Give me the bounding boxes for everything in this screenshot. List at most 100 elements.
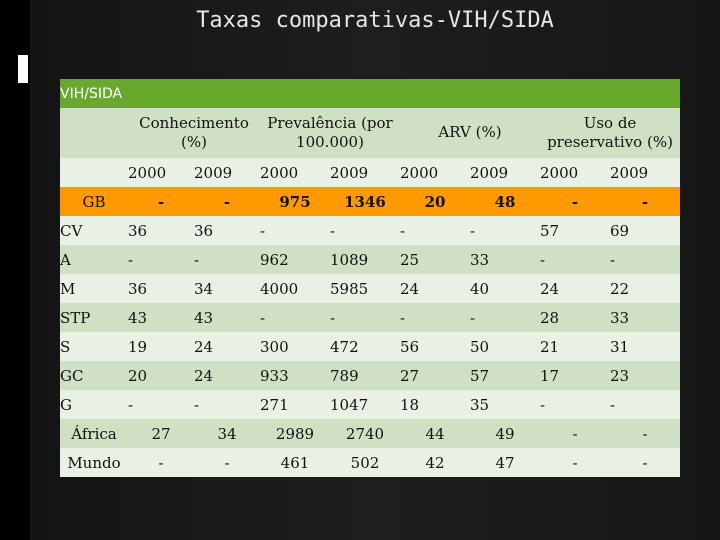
table-row: África 27 34 2989 2740 44 49 - - (60, 419, 680, 448)
table-cell: 24 (194, 337, 214, 356)
table-row: G - - 271 1047 18 35 - - (60, 390, 680, 419)
table-cell: - (642, 453, 648, 472)
table-cell: 28 (540, 308, 560, 327)
table-cell: 34 (194, 279, 214, 298)
hiv-comparison-table: VIH/SIDA Conhecimento (%) Prevalência (p… (60, 79, 680, 477)
year-header: 2000 (400, 163, 439, 182)
table-cell: - (128, 395, 134, 414)
row-label: África (71, 424, 117, 443)
table-cell: 933 (260, 366, 289, 385)
table-cell: 20 (424, 192, 446, 211)
table-cell: - (260, 221, 266, 240)
row-label: M (60, 279, 76, 298)
year-header: 2009 (610, 163, 649, 182)
table-caption: VIH/SIDA (60, 79, 680, 108)
table-cell: - (540, 250, 546, 269)
table-cell: - (400, 221, 406, 240)
year-header: 2000 (260, 163, 299, 182)
table-cell: 2740 (345, 424, 385, 443)
row-label: S (60, 337, 71, 356)
table-cell: - (223, 192, 231, 211)
table-cell: - (470, 308, 476, 327)
table-cell: 1089 (330, 250, 369, 269)
table-cell: 50 (470, 337, 490, 356)
row-label: G (60, 395, 72, 414)
table-cell: 962 (260, 250, 289, 269)
table-cell: - (157, 192, 165, 211)
year-header: 2009 (470, 163, 509, 182)
table-cell: 502 (350, 453, 380, 472)
table-cell: 18 (400, 395, 420, 414)
table-cell: 1047 (330, 395, 369, 414)
table-cell: 22 (610, 279, 630, 298)
slide-title: Taxas comparativas-VIH/SIDA (196, 8, 554, 33)
table-row: Mundo - - 461 502 42 47 - - (60, 448, 680, 477)
table-cell: 5985 (330, 279, 369, 298)
table-cell: - (572, 424, 578, 443)
table-cell: 17 (540, 366, 560, 385)
table-cell: 271 (260, 395, 289, 414)
table-cell: 24 (400, 279, 420, 298)
table-cell: 21 (540, 337, 560, 356)
table-cell: - (128, 250, 134, 269)
table-cell: 19 (128, 337, 148, 356)
table-row: M 36 34 4000 5985 24 40 24 22 (60, 274, 680, 303)
table-cell: 472 (330, 337, 359, 356)
table-cell: 36 (128, 221, 148, 240)
table-cell: 33 (610, 308, 630, 327)
group-header-prevalencia: Prevalência (por 100.000) (267, 113, 393, 152)
table-row: STP 43 43 - - - - 28 33 (60, 303, 680, 332)
table-cell: - (540, 395, 546, 414)
table-cell: - (260, 308, 266, 327)
table-cell: 43 (128, 308, 148, 327)
table-cell: 36 (194, 221, 214, 240)
table-cell: 1346 (344, 192, 386, 211)
table-cell: - (194, 395, 200, 414)
table-cell: 49 (495, 424, 515, 443)
table-cell: 36 (128, 279, 148, 298)
table-cell: - (330, 308, 336, 327)
table-cell: 23 (610, 366, 630, 385)
table-cell: - (571, 192, 579, 211)
table-cell: 24 (540, 279, 560, 298)
table-cell: 27 (400, 366, 420, 385)
table-row: CV 36 36 - - - - 57 69 (60, 216, 680, 245)
table-row: GC 20 24 933 789 27 57 17 23 (60, 361, 680, 390)
row-label: STP (60, 308, 91, 327)
table-cell: 975 (279, 192, 311, 211)
row-label: GB (82, 192, 106, 211)
year-header-row: 2000 2009 2000 2009 2000 2009 2000 2009 (60, 158, 680, 187)
table-cell: 20 (128, 366, 148, 385)
row-label: GC (60, 366, 84, 385)
table-cell: 34 (217, 424, 237, 443)
table-cell: 69 (610, 221, 630, 240)
year-header: 2009 (330, 163, 369, 182)
table-cell: - (610, 250, 616, 269)
table-cell: 57 (540, 221, 560, 240)
table-cell: 35 (470, 395, 490, 414)
group-header-row: Conhecimento (%) Prevalência (por 100.00… (60, 108, 680, 158)
table-cell: - (194, 250, 200, 269)
table-cell: 48 (494, 192, 516, 211)
table-caption-row: VIH/SIDA (60, 79, 680, 108)
table-cell: - (572, 453, 578, 472)
group-header-arv: ARV (%) (438, 123, 502, 142)
year-header: 2000 (128, 163, 167, 182)
table-cell: 57 (470, 366, 490, 385)
table-cell: 300 (260, 337, 289, 356)
row-label: CV (60, 221, 83, 240)
table-cell: 789 (330, 366, 359, 385)
table-cell: 4000 (260, 279, 299, 298)
year-corner-cell (60, 158, 128, 187)
row-label: A (60, 250, 71, 269)
group-header-conhecimento: Conhecimento (%) (139, 113, 249, 152)
table-cell: - (642, 424, 648, 443)
table-cell: - (224, 453, 230, 472)
table-cell: 27 (151, 424, 171, 443)
table-cell: 24 (194, 366, 214, 385)
table-cell: 461 (280, 453, 310, 472)
table-cell: - (158, 453, 164, 472)
table-cell: 25 (400, 250, 420, 269)
table-cell: 40 (470, 279, 490, 298)
table-row: S 19 24 300 472 56 50 21 31 (60, 332, 680, 361)
